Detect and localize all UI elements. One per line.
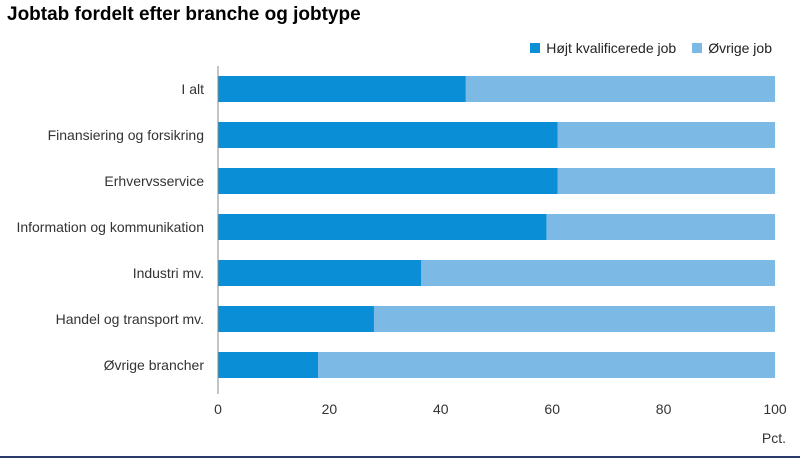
legend-label-high-skill: Højt kvalificerede job <box>546 40 677 56</box>
bar-other-jobs-3 <box>546 214 775 240</box>
x-tick-label: 80 <box>656 401 672 417</box>
bar-high-skill-0 <box>218 76 466 102</box>
bar-other-jobs-1 <box>557 122 775 148</box>
bar-high-skill-1 <box>218 122 558 148</box>
bar-other-jobs-0 <box>465 76 775 102</box>
category-label: Information og kommunikation <box>16 219 204 235</box>
x-tick-label: 20 <box>322 401 338 417</box>
legend-item-high-skill: Højt kvalificerede job <box>530 40 676 56</box>
category-label: Erhvervsservice <box>104 173 204 189</box>
bar-other-jobs-2 <box>557 168 775 194</box>
bar-other-jobs-4 <box>421 260 775 286</box>
bar-other-jobs-5 <box>373 306 775 332</box>
chart-legend: Højt kvalificerede job Øvrige job <box>530 40 772 56</box>
legend-swatch-other-jobs <box>692 43 703 53</box>
x-tick-label: 0 <box>214 401 222 417</box>
x-tick-label: 100 <box>763 401 787 417</box>
category-label: Øvrige brancher <box>104 357 205 373</box>
category-label: Industri mv. <box>133 265 204 281</box>
category-label: Handel og transport mv. <box>56 311 204 327</box>
axis-unit-label: Pct. <box>761 430 786 446</box>
x-tick-label: 40 <box>433 401 449 417</box>
category-label: I alt <box>181 81 204 97</box>
bar-high-skill-2 <box>218 168 558 194</box>
bar-high-skill-3 <box>218 214 547 240</box>
category-label: Finansiering og forsikring <box>48 127 204 143</box>
legend-item-other-jobs: Øvrige job <box>692 40 772 56</box>
legend-swatch-high-skill <box>530 43 541 53</box>
bar-high-skill-6 <box>218 352 319 378</box>
bar-high-skill-4 <box>218 260 422 286</box>
bottom-rule <box>0 456 800 458</box>
x-tick-label: 60 <box>544 401 560 417</box>
chart-title: Jobtab fordelt efter branche og jobtype <box>7 4 361 25</box>
bar-high-skill-5 <box>218 306 374 332</box>
bar-other-jobs-6 <box>318 352 775 378</box>
legend-label-other-jobs: Øvrige job <box>708 40 772 56</box>
